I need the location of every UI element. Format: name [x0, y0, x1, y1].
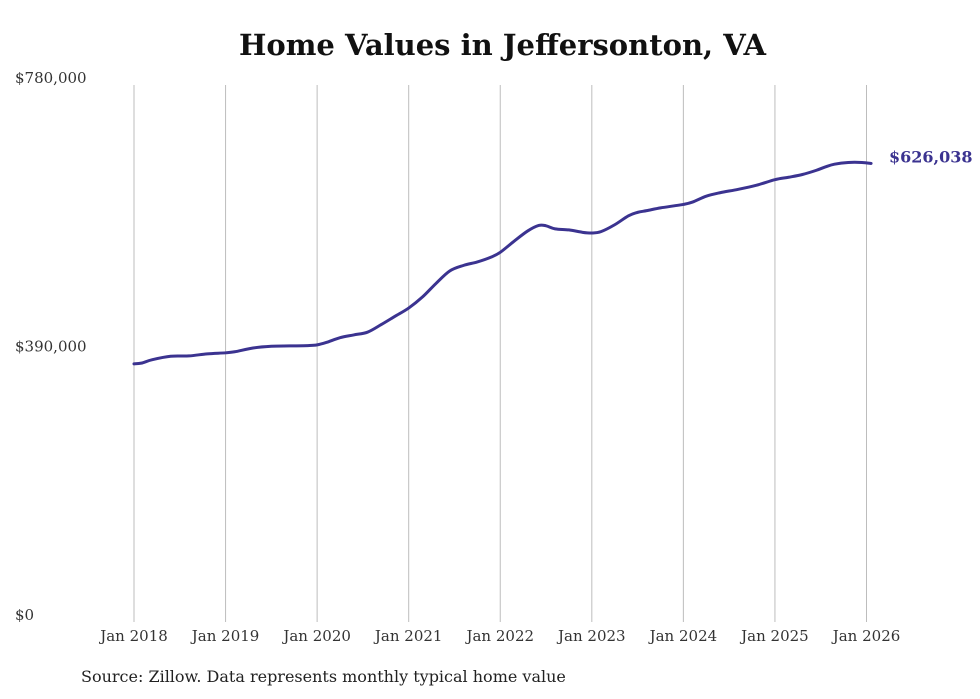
series-line-0 — [132, 160, 873, 366]
vertical-gridlines — [133, 85, 867, 622]
x-tick-label-7: Jan 2025 — [739, 627, 809, 645]
source-note: Source: Zillow. Data represents monthly … — [81, 667, 566, 686]
chart-title: Home Values in Jeffersonton, VA — [239, 28, 766, 62]
x-tick-label-4: Jan 2022 — [464, 627, 534, 645]
y-tick-label-0: $0 — [15, 606, 34, 624]
x-tick-label-3: Jan 2021 — [373, 627, 443, 645]
x-tick-label-1: Jan 2019 — [190, 627, 260, 645]
x-tick-label-6: Jan 2024 — [648, 627, 718, 645]
x-tick-label-2: Jan 2020 — [281, 627, 351, 645]
y-tick-label-1: $390,000 — [15, 338, 87, 356]
x-tick-label-0: Jan 2018 — [98, 627, 168, 645]
series-end-label-0: $626,038 — [889, 147, 973, 166]
y-tick-label-2: $780,000 — [15, 69, 87, 87]
x-tick-label-5: Jan 2023 — [556, 627, 626, 645]
x-axis: Jan 2018 Jan 2019 Jan 2020 Jan 2021 Jan 2022… — [98, 627, 900, 645]
x-tick-label-8: Jan 2026 — [831, 627, 901, 645]
y-axis: $0 $390,000 $780,000 — [15, 69, 87, 624]
series-layer: $626,038 — [132, 147, 973, 366]
